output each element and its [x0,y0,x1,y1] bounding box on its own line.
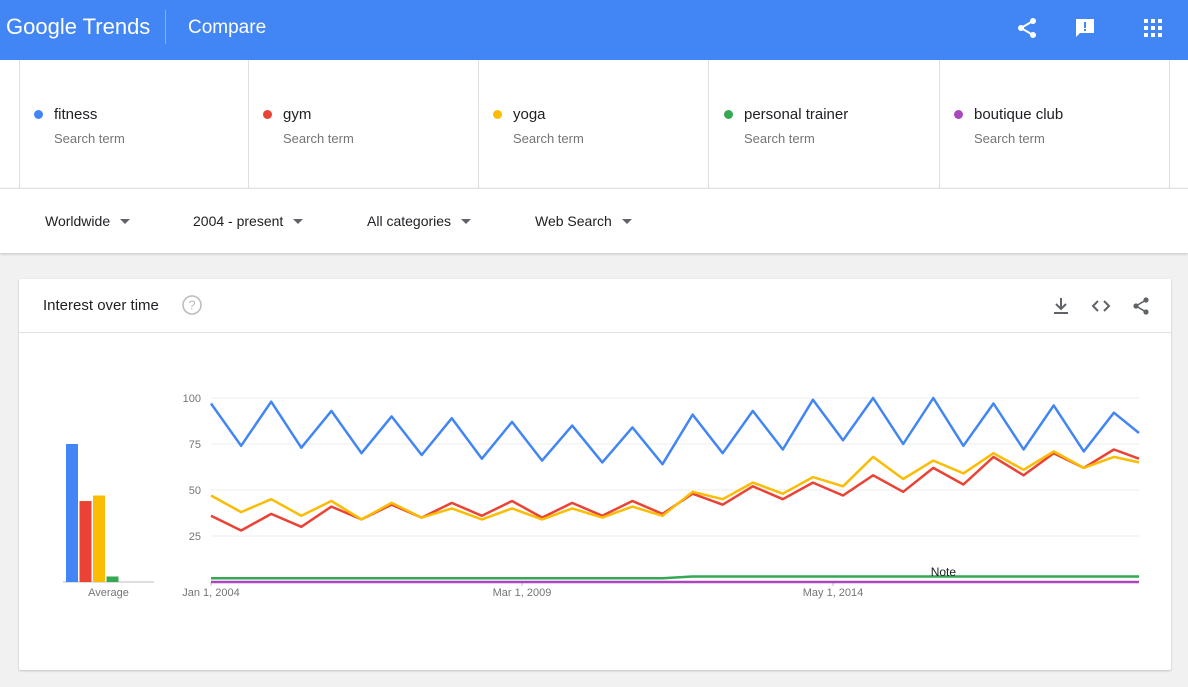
series-line-yoga [210,450,1140,521]
y-tick-label: 25 [189,531,201,543]
term-name[interactable]: fitness [54,106,98,123]
x-tick-label: May 1, 2014 [803,587,864,599]
term-name[interactable]: boutique club [974,106,1064,123]
term-subtitle: Search term [54,131,125,146]
average-bar-personal-trainer [106,576,119,582]
header-divider [165,10,166,44]
term-subtitle: Search term [974,131,1045,146]
help-icon[interactable]: ? [181,294,203,316]
interest-over-time-chart[interactable]: 25 50 75 100 Jan 1, 2004 Mar 1, 2009 May 1, 20… [19,333,1171,670]
term-color-dot [34,110,43,119]
search-type-label: Web Search [535,213,612,229]
y-tick-label: 75 [189,439,201,451]
term-card-boutique-club[interactable]: boutique club Search term [940,60,1170,188]
region-dropdown[interactable]: Worldwide [45,213,131,229]
average-bar-yoga [93,495,105,582]
series-line-personal-trainer [211,575,1139,580]
term-card-yoga[interactable]: yoga Search term [479,60,709,188]
feedback-icon[interactable] [1073,16,1097,40]
term-subtitle: Search term [283,131,354,146]
card-header: Interest over time ? [19,279,1171,333]
dropdown-caret-icon [293,218,304,224]
term-name[interactable]: personal trainer [744,106,849,123]
share-icon[interactable] [1130,295,1152,317]
share-icon[interactable] [1015,16,1039,40]
x-tick-label: Mar 1, 2009 [493,587,552,599]
region-label: Worldwide [45,213,111,229]
category-dropdown[interactable]: All categories [367,213,472,229]
chart-note-annotation: Note [931,565,957,579]
apps-icon[interactable] [1141,16,1165,40]
search-terms-row: fitness Search term gym Search term yoga… [0,60,1188,188]
average-bar-fitness [66,444,78,582]
top-app-bar: Google Trends Compare [0,0,1188,60]
term-card-fitness[interactable]: fitness Search term [19,60,249,188]
average-label: Average [88,587,129,599]
dropdown-caret-icon [120,218,131,224]
dropdown-caret-icon [461,218,472,224]
google-trends-logo[interactable]: Google Trends [6,14,151,39]
y-tick-label: 50 [189,485,201,497]
term-color-dot [493,110,502,119]
term-name[interactable]: gym [283,106,312,123]
term-subtitle: Search term [744,131,815,146]
y-tick-label: 100 [183,393,201,405]
card-title: Interest over time [43,297,159,314]
svg-text:?: ? [188,298,195,313]
interest-over-time-card: Interest over time ? 25 50 75 100 Jan 1, 200… [19,279,1171,670]
embed-icon[interactable] [1090,295,1112,317]
term-color-dot [954,110,963,119]
average-bar-gym [79,501,92,582]
dropdown-caret-icon [621,218,632,224]
term-card-gym[interactable]: gym Search term [249,60,479,188]
download-icon[interactable] [1050,295,1072,317]
search-type-dropdown[interactable]: Web Search [535,213,632,229]
term-color-dot [724,110,733,119]
category-label: All categories [367,213,452,229]
term-card-personal-trainer[interactable]: personal trainer Search term [710,60,940,188]
term-color-dot [263,110,272,119]
time-range-label: 2004 - present [193,213,284,229]
page-title: Compare [188,17,267,38]
x-tick-label: Jan 1, 2004 [182,587,240,599]
term-subtitle: Search term [513,131,584,146]
filter-bar: Worldwide 2004 - present All categories … [0,188,1188,253]
time-range-dropdown[interactable]: 2004 - present [193,213,304,229]
series-line-fitness [209,396,1140,466]
term-name[interactable]: yoga [513,106,546,123]
